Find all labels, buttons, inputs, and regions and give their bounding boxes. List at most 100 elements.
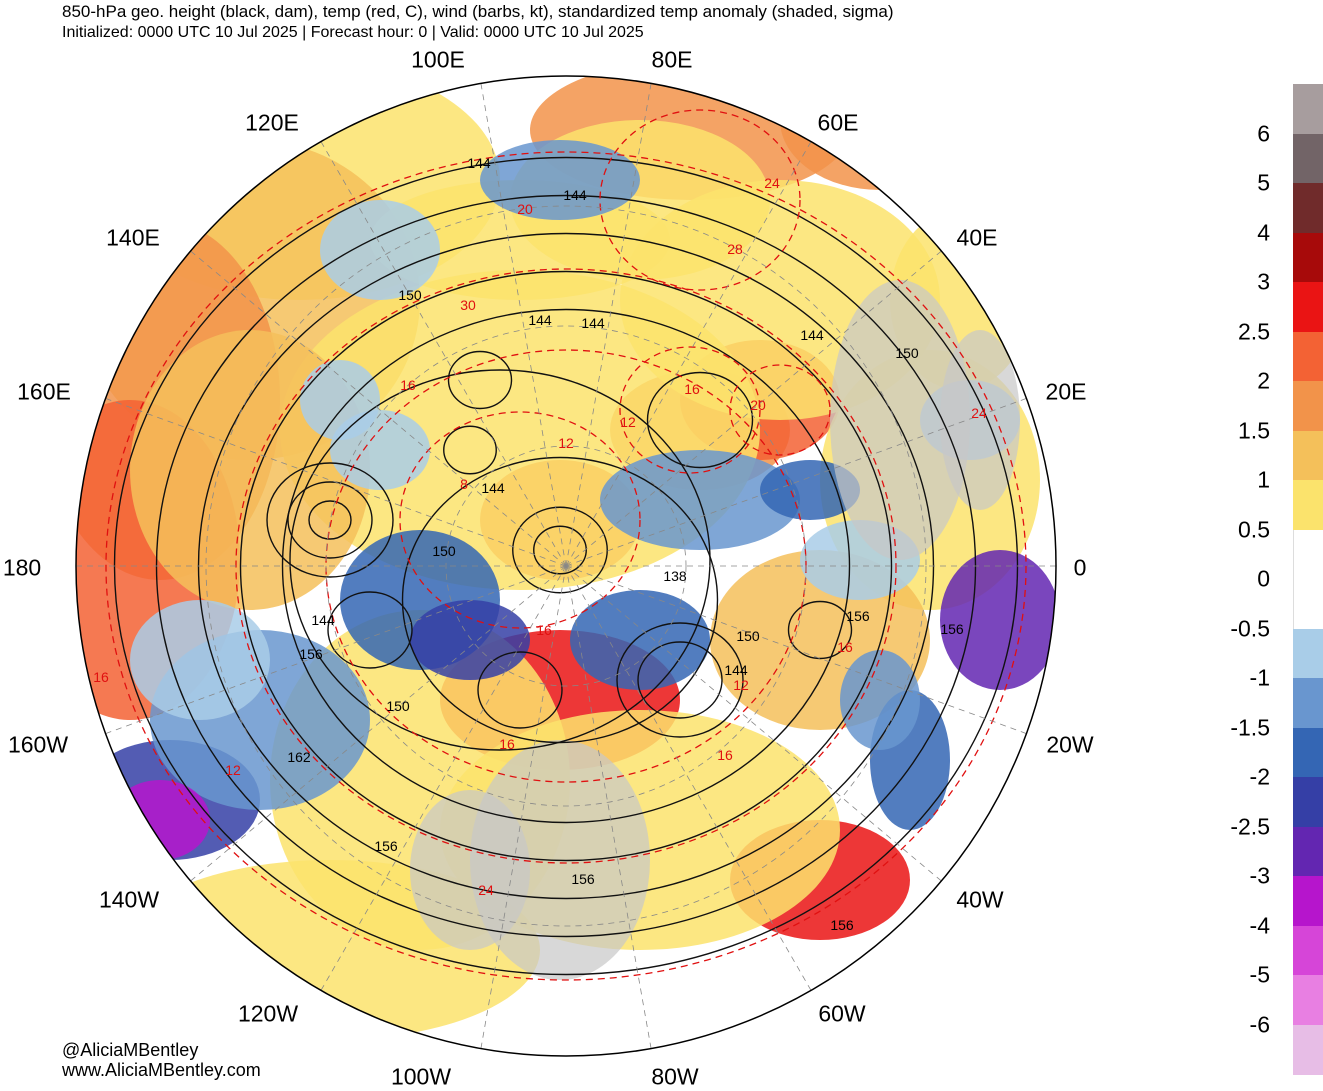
height-contour-3 (239, 270, 893, 862)
colorbar-segment (1293, 975, 1323, 1025)
anomaly-patch-26 (130, 600, 270, 720)
colorbar-segment (1293, 826, 1323, 877)
temp-label: 12 (733, 677, 749, 693)
meridian-line (320, 565, 567, 991)
meridian-line (320, 141, 567, 567)
colorbar-label: -2.5 (1230, 813, 1270, 839)
longitude-label: 40E (956, 224, 998, 251)
height-contour-18 (447, 350, 513, 410)
meridian-line (565, 565, 812, 991)
height-label: 144 (800, 327, 824, 343)
parallel-circle (445, 445, 687, 687)
map-disc (76, 76, 1056, 1056)
colorbar-label: -0.5 (1230, 615, 1270, 641)
meridian-line (565, 565, 1027, 734)
colorbar-label: 5 (1257, 169, 1270, 196)
height-label: 144 (581, 315, 605, 331)
height-contour-6 (401, 456, 719, 744)
anomaly-patch-38 (840, 650, 920, 750)
colorbar-segment (1293, 430, 1323, 481)
temp-contour-5 (729, 364, 831, 456)
longitude-label: 120W (237, 1000, 299, 1027)
meridian-line (105, 565, 567, 734)
colorbar-segment (1293, 876, 1323, 926)
anomaly-patch-20 (780, 76, 980, 190)
anomaly-shading (76, 76, 1056, 1040)
longitude-label: 140W (98, 886, 160, 913)
meridian-line (565, 250, 942, 567)
map-title: 850-hPa geo. height (black, dam), temp (… (62, 2, 894, 21)
colorbar-label: 3 (1257, 268, 1270, 295)
polar-map: 144 144 150 144 144 144 150 144 150 138 156 156 150 1… (75, 75, 1057, 1057)
lat-lon-grid (76, 83, 1056, 1049)
colorbar-segment (1293, 777, 1323, 827)
height-contour-5 (289, 369, 711, 751)
longitude-label: 80W (651, 1063, 699, 1090)
colorbar-segment (1293, 282, 1323, 332)
colorbar-label: 2.5 (1238, 318, 1270, 344)
height-contour-8 (287, 481, 373, 559)
temp-label: 28 (727, 241, 743, 257)
height-label: 156 (830, 917, 854, 933)
colorbar-label: -4 (1249, 912, 1270, 938)
temp-label: 12 (558, 435, 574, 451)
colorbar-label: -1 (1249, 664, 1270, 691)
longitude-label: 20W (1046, 731, 1094, 758)
longitude-label: 160E (17, 378, 71, 405)
colorbar-segment (1293, 678, 1323, 728)
height-label: 144 (481, 480, 505, 496)
temp-contour-6 (599, 109, 801, 291)
anomaly-patch-22 (940, 550, 1056, 690)
colorbar-segment (1293, 628, 1323, 679)
height-contour-14 (477, 651, 563, 729)
colorbar-segment (1293, 480, 1323, 530)
colorbar-label: -6 (1249, 1011, 1270, 1037)
longitude-label: 60W (818, 1000, 866, 1027)
meridian-line (105, 398, 567, 567)
height-label: 144 (311, 612, 335, 628)
longitude-label: 120E (245, 109, 299, 136)
height-contour-17 (646, 371, 754, 469)
colorbar-label: 2 (1257, 367, 1270, 394)
colorbar-label: -2 (1249, 763, 1270, 790)
anomaly-patch-33 (760, 460, 860, 520)
colorbar-label: 4 (1257, 219, 1270, 245)
height-contour-15 (327, 591, 413, 669)
land-mask-1 (410, 790, 530, 950)
colorbar-label: 1.5 (1238, 417, 1270, 443)
temp-label: 8 (460, 476, 468, 492)
colorbar-label: -5 (1249, 961, 1270, 988)
height-contour-19 (443, 425, 497, 475)
meridian-line (480, 565, 567, 1049)
height-contour-7 (266, 462, 394, 578)
temp-contour-4 (619, 346, 761, 474)
height-label: 156 (571, 871, 595, 887)
height-contour-12 (616, 622, 744, 738)
height-label: 144 (563, 187, 587, 203)
height-label: 162 (287, 749, 311, 765)
temp-label: 16 (499, 736, 515, 752)
colorbar-segment (1293, 84, 1323, 134)
colorbar-segment (1293, 925, 1323, 976)
temp-label: 24 (764, 175, 780, 191)
height-label: 144 (724, 662, 748, 678)
anomaly-patch-34 (320, 200, 440, 300)
height-label: 138 (663, 568, 687, 584)
credit-website: www.AliciaMBentley.com (62, 1060, 261, 1080)
height-contour-13 (637, 641, 723, 719)
longitude-label: 180 (2, 554, 42, 581)
colorbar-label: -3 (1249, 862, 1270, 889)
colorbar-label: 6 (1257, 120, 1270, 146)
land-mask-2 (830, 280, 970, 560)
height-label: 150 (895, 345, 919, 361)
colorbar-segment (1293, 232, 1323, 283)
meridian-line (565, 398, 1027, 567)
height-label: 144 (528, 312, 552, 328)
meridian-line (565, 141, 812, 567)
temp-labels: 24 28 20 30 24 16 16 12 12 16 20 8 16 12 16 12 16 16 24 (93, 175, 987, 898)
colorbar-segment (1293, 529, 1323, 580)
meridian-line (565, 565, 652, 1049)
height-label: 150 (736, 628, 760, 644)
colorbar-segment (1293, 381, 1323, 431)
temp-contour-3 (399, 411, 641, 629)
